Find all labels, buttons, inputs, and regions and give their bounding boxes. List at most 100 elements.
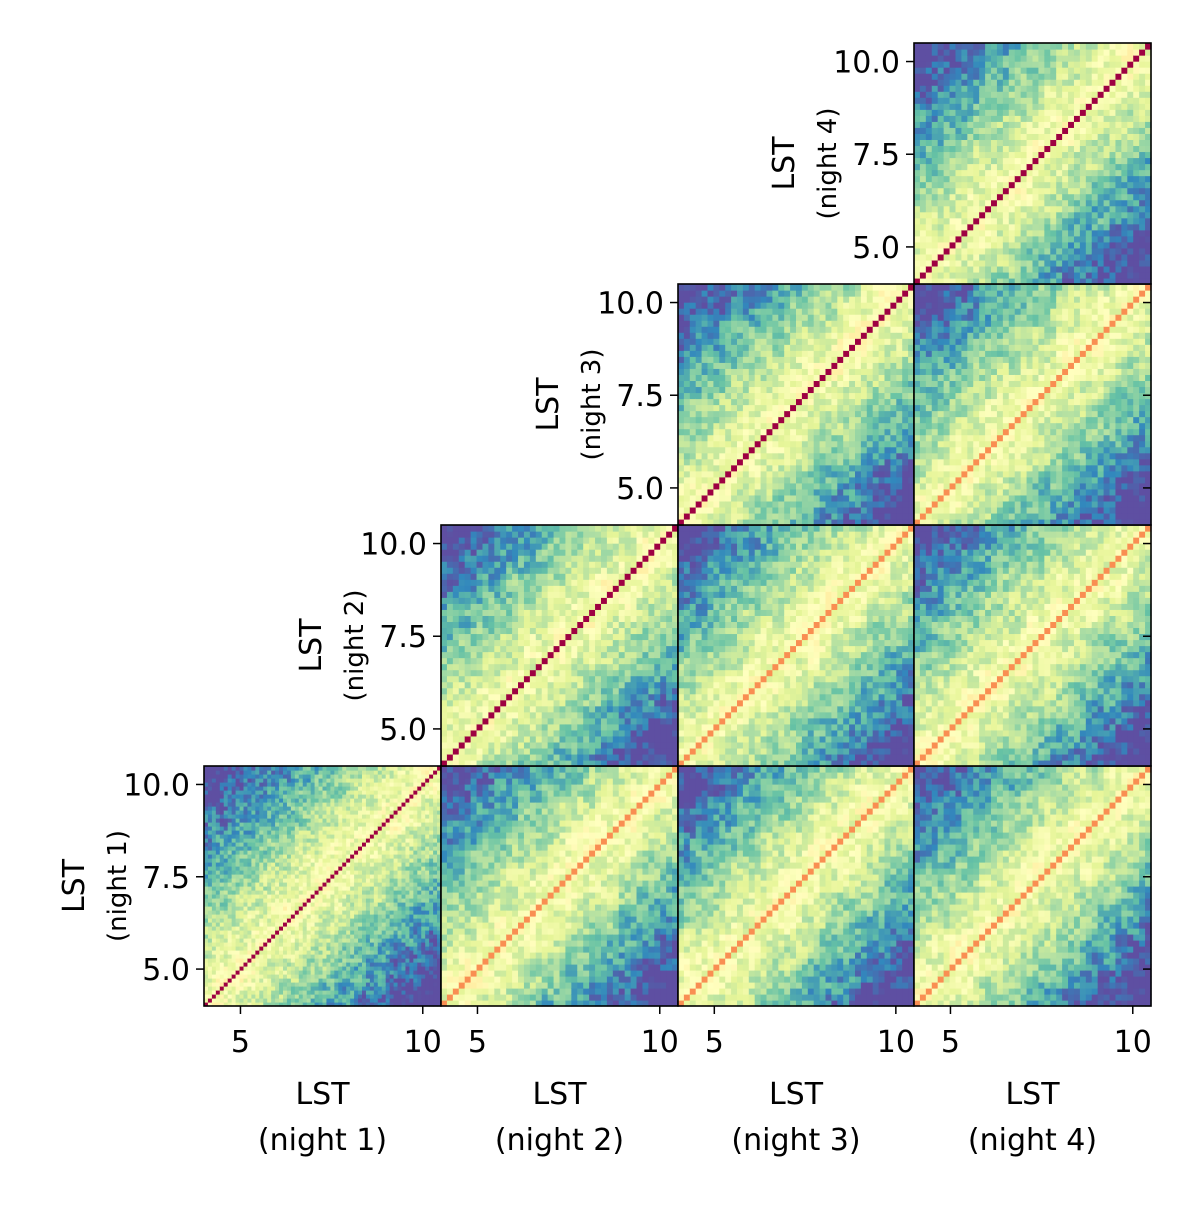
heatmap-cell xyxy=(482,826,489,833)
heatmap-cell xyxy=(482,802,489,809)
heatmap-cell xyxy=(405,890,410,895)
heatmap-cell xyxy=(338,850,343,855)
heatmap-cell xyxy=(370,882,375,887)
heatmap-cell xyxy=(350,794,355,799)
heatmap-cell xyxy=(334,958,339,963)
heatmap-cell xyxy=(494,988,501,995)
heatmap-cell xyxy=(382,906,387,911)
heatmap-cell xyxy=(642,844,649,851)
heatmap-cell xyxy=(216,978,221,983)
heatmap-cell xyxy=(338,834,343,839)
heatmap-cell xyxy=(560,880,567,887)
heatmap-cell xyxy=(402,930,407,935)
heatmap-cell xyxy=(295,774,300,779)
heatmap-cell xyxy=(315,878,320,883)
heatmap-cell xyxy=(362,966,367,971)
heatmap-cell xyxy=(554,988,561,995)
heatmap-cell xyxy=(386,982,391,987)
heatmap-cell xyxy=(465,814,472,821)
heatmap-cell xyxy=(506,934,513,941)
heatmap-cell xyxy=(236,862,241,867)
heatmap-cell xyxy=(409,830,414,835)
heatmap-cell xyxy=(619,784,626,791)
heatmap-cell xyxy=(378,986,383,991)
heatmap-cell xyxy=(512,910,519,917)
heatmap-cell xyxy=(283,922,288,927)
heatmap-cell xyxy=(386,886,391,891)
heatmap-cell xyxy=(506,928,513,935)
heatmap-cell xyxy=(447,778,454,785)
heatmap-cell xyxy=(548,856,555,863)
heatmap-cell xyxy=(637,874,644,881)
heatmap-cell xyxy=(500,970,507,977)
heatmap-cell xyxy=(571,922,578,929)
heatmap-cell xyxy=(240,774,245,779)
heatmap-cell xyxy=(398,786,403,791)
heatmap-cell xyxy=(413,806,418,811)
heatmap-cell xyxy=(319,910,324,915)
heatmap-cell xyxy=(536,928,543,935)
heatmap-cell xyxy=(425,878,430,883)
heatmap-cell xyxy=(259,898,264,903)
heatmap-cell xyxy=(459,784,466,791)
heatmap-cell xyxy=(216,922,221,927)
heatmap-cell xyxy=(613,838,620,845)
heatmap-cell xyxy=(240,834,245,839)
heatmap-cell xyxy=(488,916,495,923)
heatmap-cell xyxy=(402,818,407,823)
heatmap-cell xyxy=(275,866,280,871)
heatmap-cell xyxy=(212,854,217,859)
heatmap-cell xyxy=(315,790,320,795)
heatmap-cell xyxy=(224,838,229,843)
heatmap-cell xyxy=(263,986,268,991)
heatmap-cell xyxy=(283,966,288,971)
heatmap-cell xyxy=(471,862,478,869)
heatmap-cell xyxy=(571,868,578,875)
heatmap-cell xyxy=(642,910,649,917)
heatmap-cell xyxy=(315,858,320,863)
heatmap-cell xyxy=(394,934,399,939)
heatmap-cell xyxy=(279,878,284,883)
heatmap-cell xyxy=(275,794,280,799)
heatmap-cell xyxy=(637,802,644,809)
heatmap-cell xyxy=(319,814,324,819)
heatmap-cell xyxy=(236,982,241,987)
heatmap-cell xyxy=(512,940,519,947)
heatmap-cell xyxy=(326,834,331,839)
heatmap-cell xyxy=(240,790,245,795)
heatmap-cell xyxy=(429,806,434,811)
heatmap-cell xyxy=(409,922,414,927)
heatmap-cell xyxy=(589,970,596,977)
heatmap-cell xyxy=(390,870,395,875)
heatmap-cell xyxy=(244,894,249,899)
heatmap-cell xyxy=(398,802,403,807)
heatmap-cell xyxy=(607,988,614,995)
heatmap-cell xyxy=(220,918,225,923)
heatmap-cell xyxy=(216,774,221,779)
heatmap-cell xyxy=(232,978,237,983)
heatmap-cell xyxy=(330,806,335,811)
heatmap-cell xyxy=(271,858,276,863)
heatmap-cell xyxy=(425,782,430,787)
heatmap-cell xyxy=(263,878,268,883)
heatmap-cell xyxy=(263,978,268,983)
heatmap-cell xyxy=(358,846,363,851)
heatmap-cell xyxy=(279,830,284,835)
heatmap-cell xyxy=(271,782,276,787)
heatmap-cell xyxy=(342,930,347,935)
heatmap-cell xyxy=(259,822,264,827)
heatmap-cell xyxy=(421,814,426,819)
heatmap-cell xyxy=(247,938,252,943)
heatmap-cell xyxy=(311,974,316,979)
heatmap-cell xyxy=(212,946,217,951)
heatmap-cell xyxy=(224,850,229,855)
heatmap-cell xyxy=(240,970,245,975)
heatmap-cell xyxy=(429,802,434,807)
heatmap-cell xyxy=(232,774,237,779)
heatmap-cell xyxy=(482,940,489,947)
heatmap-cell xyxy=(247,874,252,879)
heatmap-cell xyxy=(382,770,387,775)
heatmap-cell xyxy=(319,878,324,883)
heatmap-cell xyxy=(518,952,525,959)
heatmap-cell xyxy=(350,982,355,987)
